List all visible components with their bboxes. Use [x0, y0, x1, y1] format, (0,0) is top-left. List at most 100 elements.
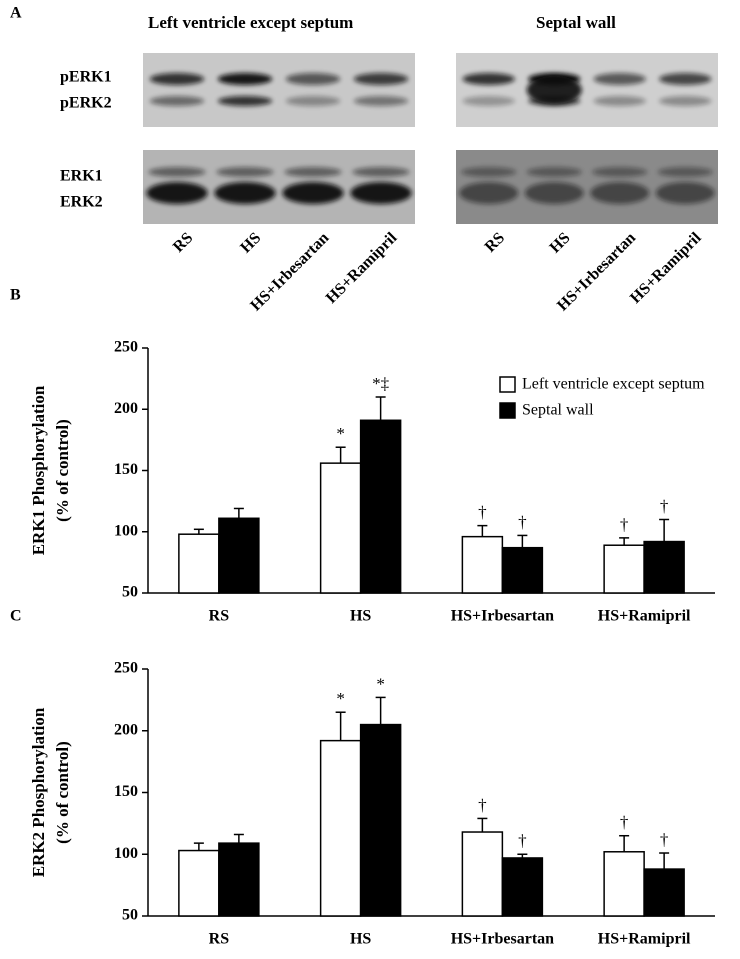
- band: [462, 96, 515, 106]
- lane-label: RS: [170, 229, 197, 256]
- significance-marker: †: [620, 515, 629, 534]
- band: [148, 167, 206, 177]
- band: [655, 182, 715, 204]
- blot-bands: [146, 73, 715, 204]
- bar: [603, 851, 645, 917]
- x-tick-label: HS+Irbesartan: [451, 931, 554, 948]
- y-tick-label: 50: [122, 907, 138, 924]
- bar: [319, 739, 362, 917]
- band: [461, 167, 517, 177]
- y-tick-label: 100: [114, 845, 138, 862]
- significance-marker: †: [660, 496, 669, 515]
- y-tick-label: 250: [114, 339, 138, 356]
- x-tick-label: HS+Ramipril: [598, 608, 691, 625]
- significance-marker: *: [376, 674, 385, 693]
- bar: [178, 533, 220, 594]
- lane-label: HS+Ramipril: [627, 229, 705, 307]
- band: [214, 182, 276, 204]
- band: [352, 167, 410, 177]
- bar: [218, 517, 260, 594]
- band: [592, 167, 648, 177]
- band: [146, 182, 208, 204]
- y-tick-label: 50: [122, 584, 138, 601]
- bar: [461, 831, 504, 917]
- band: [149, 96, 205, 106]
- bar: [359, 723, 402, 917]
- significance-marker: †: [518, 512, 527, 531]
- band: [285, 73, 341, 85]
- y-axis-label: ERK1 Phosphorylation: [29, 385, 48, 555]
- bar: [643, 540, 685, 594]
- panel-letter: C: [10, 608, 22, 625]
- significance-marker: †: [660, 830, 669, 849]
- band: [590, 182, 650, 204]
- significance-marker: *: [336, 424, 345, 443]
- band: [462, 73, 515, 85]
- band: [459, 182, 519, 204]
- y-axis-label: (% of control): [53, 741, 72, 844]
- bar: [603, 544, 645, 594]
- band: [526, 167, 582, 177]
- legend-swatch: [499, 376, 516, 393]
- band: [353, 96, 409, 106]
- y-tick-label: 200: [114, 400, 138, 417]
- band: [657, 167, 713, 177]
- blot-image: [456, 53, 718, 127]
- bar: [178, 849, 220, 917]
- bar: [319, 462, 362, 594]
- x-tick-label: HS+Ramipril: [598, 931, 691, 948]
- y-tick-label: 100: [114, 522, 138, 539]
- x-tick-label: HS: [350, 931, 371, 948]
- row-label: pERK2: [60, 95, 112, 112]
- band: [217, 96, 273, 106]
- lane-label: HS: [547, 229, 574, 256]
- bar: [643, 868, 685, 917]
- y-axis-label: (% of control): [53, 419, 72, 522]
- band: [524, 182, 584, 204]
- band: [350, 182, 412, 204]
- band: [353, 73, 409, 85]
- y-tick-label: 200: [114, 721, 138, 738]
- lane-label: HS: [237, 229, 264, 256]
- significance-marker: †: [478, 503, 487, 522]
- significance-marker: †: [620, 813, 629, 832]
- significance-marker: *: [336, 689, 345, 708]
- row-label: pERK1: [60, 69, 112, 86]
- band: [593, 73, 646, 85]
- lane-label: HS+Ramipril: [323, 229, 401, 307]
- band: [593, 96, 646, 106]
- panel-letter: B: [10, 287, 21, 304]
- panel-letter: A: [10, 5, 22, 22]
- legend-label: Septal wall: [522, 402, 594, 419]
- bar: [461, 535, 504, 594]
- band: [217, 73, 273, 85]
- band: [149, 73, 205, 85]
- lane-label: RS: [482, 229, 509, 256]
- x-tick-label: HS+Irbesartan: [451, 608, 554, 625]
- bar: [359, 419, 402, 594]
- bar: [501, 546, 544, 594]
- significance-marker: †: [518, 831, 527, 850]
- band: [285, 96, 341, 106]
- band: [526, 76, 582, 104]
- y-tick-label: 150: [114, 461, 138, 478]
- band: [284, 167, 342, 177]
- blot-title: Left ventricle except septum: [148, 13, 353, 32]
- band: [216, 167, 274, 177]
- bar: [218, 842, 260, 917]
- x-tick-label: RS: [209, 931, 230, 948]
- significance-marker: *‡: [372, 374, 389, 393]
- y-tick-label: 250: [114, 660, 138, 677]
- band: [659, 96, 712, 106]
- band: [282, 182, 344, 204]
- row-label: ERK2: [60, 194, 103, 211]
- significance-marker: †: [478, 795, 487, 814]
- row-label: ERK1: [60, 168, 103, 185]
- legend-swatch: [499, 402, 516, 419]
- legend-label: Left ventricle except septum: [522, 376, 705, 393]
- band: [659, 73, 712, 85]
- blot-image: [143, 53, 415, 127]
